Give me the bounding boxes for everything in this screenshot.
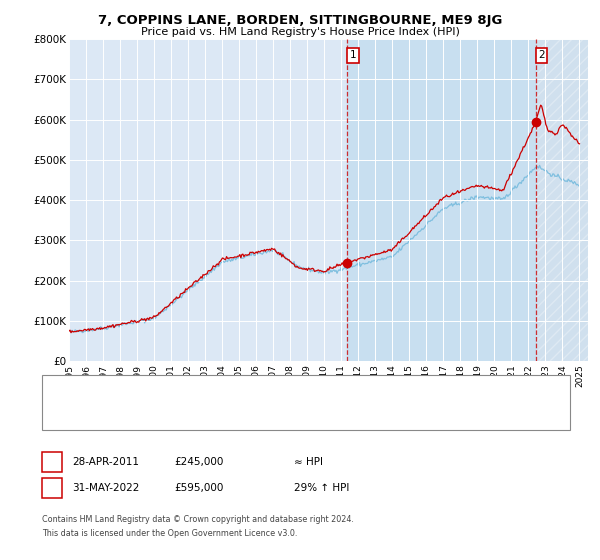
Text: £245,000: £245,000 bbox=[174, 457, 223, 467]
Text: 31-MAY-2022: 31-MAY-2022 bbox=[72, 483, 139, 493]
Text: 28-APR-2011: 28-APR-2011 bbox=[72, 457, 139, 467]
Text: 7, COPPINS LANE, BORDEN, SITTINGBOURNE, ME9 8JG: 7, COPPINS LANE, BORDEN, SITTINGBOURNE, … bbox=[98, 14, 502, 27]
Text: 2: 2 bbox=[538, 50, 545, 60]
Text: ≈ HPI: ≈ HPI bbox=[294, 457, 323, 467]
Text: 7, COPPINS LANE, BORDEN, SITTINGBOURNE, ME9 8JG (detached house): 7, COPPINS LANE, BORDEN, SITTINGBOURNE, … bbox=[81, 386, 424, 395]
Text: £595,000: £595,000 bbox=[174, 483, 223, 493]
Bar bbox=[347, 39, 588, 361]
Text: ——: —— bbox=[51, 408, 76, 421]
Text: Price paid vs. HM Land Registry's House Price Index (HPI): Price paid vs. HM Land Registry's House … bbox=[140, 27, 460, 38]
Text: HPI: Average price, detached house, Swale: HPI: Average price, detached house, Swal… bbox=[81, 410, 285, 419]
Bar bbox=[536, 39, 588, 361]
Text: This data is licensed under the Open Government Licence v3.0.: This data is licensed under the Open Gov… bbox=[42, 529, 298, 538]
Text: 29% ↑ HPI: 29% ↑ HPI bbox=[294, 483, 349, 493]
Text: 1: 1 bbox=[49, 457, 55, 467]
Bar bbox=[536, 39, 588, 361]
Text: 1: 1 bbox=[350, 50, 356, 60]
Text: ——: —— bbox=[51, 384, 76, 397]
Text: Contains HM Land Registry data © Crown copyright and database right 2024.: Contains HM Land Registry data © Crown c… bbox=[42, 515, 354, 524]
Text: 2: 2 bbox=[49, 483, 55, 493]
